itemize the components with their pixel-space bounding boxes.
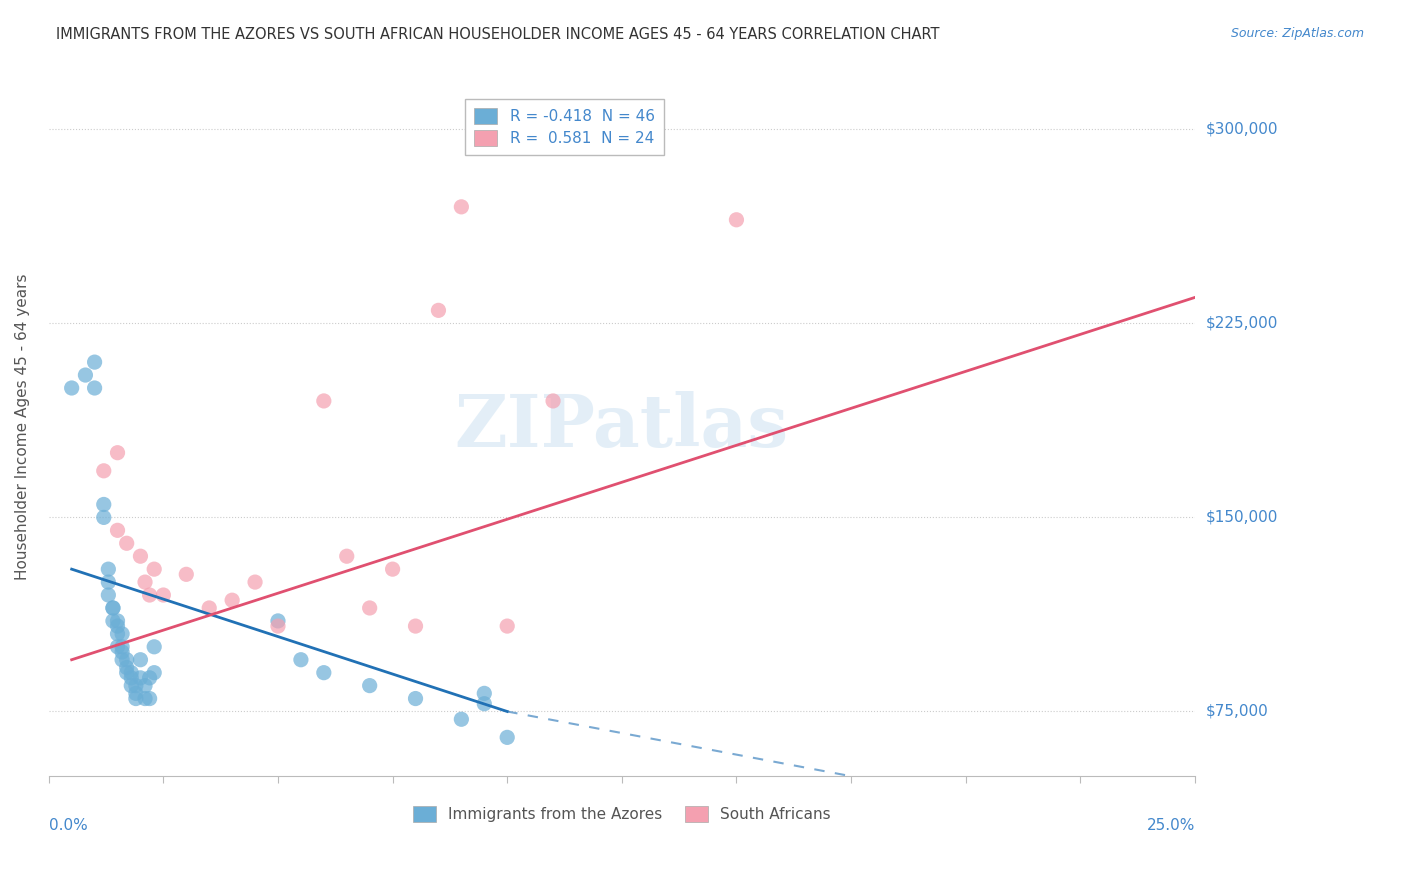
Point xyxy=(107,614,129,628)
Point xyxy=(111,653,134,667)
Point xyxy=(111,640,134,654)
Point xyxy=(129,671,152,685)
Point xyxy=(93,510,115,524)
Point xyxy=(125,691,148,706)
Point xyxy=(134,679,156,693)
Point xyxy=(472,697,495,711)
Text: 25.0%: 25.0% xyxy=(1146,818,1195,833)
Point xyxy=(450,712,472,726)
Y-axis label: Householder Income Ages 45 - 64 years: Householder Income Ages 45 - 64 years xyxy=(15,274,30,580)
Point xyxy=(101,601,124,615)
Point xyxy=(101,614,124,628)
Point xyxy=(381,562,404,576)
Point xyxy=(359,601,381,615)
Point xyxy=(120,671,142,685)
Point xyxy=(496,619,519,633)
Point xyxy=(83,381,105,395)
Point xyxy=(115,536,138,550)
Point xyxy=(143,665,166,680)
Point xyxy=(120,665,142,680)
Point xyxy=(129,549,152,564)
Point xyxy=(93,464,115,478)
Text: $300,000: $300,000 xyxy=(1206,121,1278,136)
Point xyxy=(107,627,129,641)
Point xyxy=(97,575,120,590)
Point xyxy=(541,393,564,408)
Point xyxy=(312,393,335,408)
Point xyxy=(115,660,138,674)
Text: IMMIGRANTS FROM THE AZORES VS SOUTH AFRICAN HOUSEHOLDER INCOME AGES 45 - 64 YEAR: IMMIGRANTS FROM THE AZORES VS SOUTH AFRI… xyxy=(56,27,939,42)
Point xyxy=(125,686,148,700)
Point xyxy=(450,200,472,214)
Point xyxy=(115,653,138,667)
Text: $150,000: $150,000 xyxy=(1206,510,1278,524)
Point xyxy=(312,665,335,680)
Point xyxy=(120,679,142,693)
Text: Source: ZipAtlas.com: Source: ZipAtlas.com xyxy=(1230,27,1364,40)
Point xyxy=(267,619,290,633)
Legend: Immigrants from the Azores, South Africans: Immigrants from the Azores, South Africa… xyxy=(404,797,839,831)
Point xyxy=(134,691,156,706)
Point xyxy=(111,645,134,659)
Point xyxy=(129,653,152,667)
Point xyxy=(111,627,134,641)
Point xyxy=(138,691,160,706)
Point xyxy=(115,665,138,680)
Point xyxy=(107,524,129,538)
Point xyxy=(174,567,197,582)
Point xyxy=(143,562,166,576)
Point xyxy=(97,588,120,602)
Point xyxy=(725,212,748,227)
Point xyxy=(93,498,115,512)
Point xyxy=(143,640,166,654)
Point xyxy=(60,381,83,395)
Point xyxy=(405,691,427,706)
Point xyxy=(125,679,148,693)
Point xyxy=(267,614,290,628)
Point xyxy=(243,575,266,590)
Point xyxy=(107,446,129,460)
Point xyxy=(107,640,129,654)
Point xyxy=(75,368,97,382)
Point xyxy=(198,601,221,615)
Point xyxy=(83,355,105,369)
Point xyxy=(472,686,495,700)
Text: $225,000: $225,000 xyxy=(1206,316,1278,331)
Point xyxy=(101,601,124,615)
Point xyxy=(336,549,359,564)
Text: $75,000: $75,000 xyxy=(1206,704,1268,719)
Point xyxy=(107,619,129,633)
Point xyxy=(496,731,519,745)
Point xyxy=(138,671,160,685)
Point xyxy=(152,588,174,602)
Point xyxy=(134,575,156,590)
Point xyxy=(221,593,243,607)
Point xyxy=(97,562,120,576)
Point xyxy=(427,303,450,318)
Point xyxy=(405,619,427,633)
Text: ZIPatlas: ZIPatlas xyxy=(454,392,789,462)
Point xyxy=(359,679,381,693)
Point xyxy=(138,588,160,602)
Point xyxy=(290,653,312,667)
Text: 0.0%: 0.0% xyxy=(49,818,87,833)
